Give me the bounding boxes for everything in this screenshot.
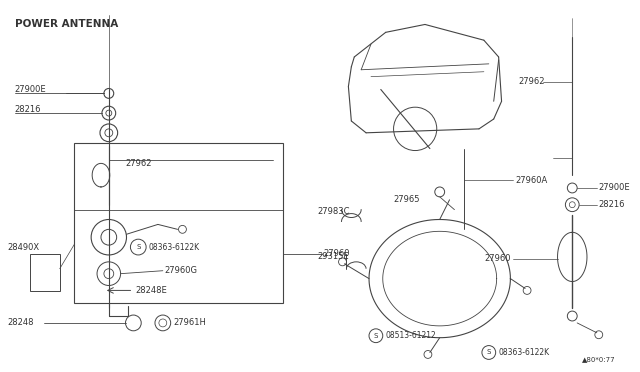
Text: 28216: 28216 <box>15 105 41 114</box>
Text: 27965: 27965 <box>394 195 420 204</box>
Text: 27983C: 27983C <box>317 207 349 216</box>
Text: S: S <box>486 349 491 356</box>
Bar <box>30 254 60 291</box>
Text: S: S <box>374 333 378 339</box>
Text: S: S <box>136 244 140 250</box>
Text: 27960A: 27960A <box>515 176 548 185</box>
Text: 27960: 27960 <box>324 250 350 259</box>
Text: ▲80*0:77: ▲80*0:77 <box>582 356 616 362</box>
Text: 29315E: 29315E <box>317 253 349 262</box>
Text: 27900E: 27900E <box>15 85 46 94</box>
Text: 08363-6122K: 08363-6122K <box>499 348 550 357</box>
Text: 08363-6122K: 08363-6122K <box>148 243 199 251</box>
Text: 08513-61212: 08513-61212 <box>386 331 436 340</box>
Text: POWER ANTENNA: POWER ANTENNA <box>15 19 118 29</box>
Text: 27962: 27962 <box>125 159 152 168</box>
Text: 28248: 28248 <box>8 318 34 327</box>
Text: 28490X: 28490X <box>8 243 40 251</box>
Text: 28248E: 28248E <box>135 286 167 295</box>
Text: 28216: 28216 <box>599 200 625 209</box>
Text: 27960: 27960 <box>485 254 511 263</box>
Text: 27962: 27962 <box>518 77 545 86</box>
Text: 27900E: 27900E <box>599 183 630 192</box>
Text: 27960G: 27960G <box>164 266 198 275</box>
Text: 27961H: 27961H <box>173 318 207 327</box>
Bar <box>74 142 283 303</box>
